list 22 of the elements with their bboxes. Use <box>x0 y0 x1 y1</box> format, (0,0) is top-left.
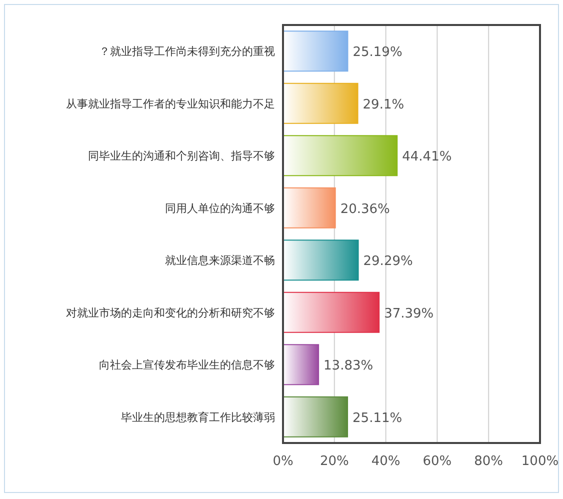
x-tick-label: 80% <box>474 454 504 469</box>
data-label: 13.83% <box>324 358 374 374</box>
x-tick-label: 0% <box>272 454 294 469</box>
x-tick-label: 40% <box>371 454 400 469</box>
data-label: 29.1% <box>362 97 404 112</box>
y-tick-label: 从事就业指导工作者的专业知识和能力不足 <box>66 97 275 110</box>
y-tick-label: 就业信息来源渠道不畅 <box>165 254 275 268</box>
data-label: 25.11% <box>352 410 402 426</box>
y-tick-label: 向社会上宣传发布毕业生的信息不够 <box>99 358 275 372</box>
x-tick-label: 60% <box>422 454 452 469</box>
data-label: 29.29% <box>363 254 413 270</box>
data-label: 20.36% <box>340 202 390 217</box>
y-tick-label: 同毕业生的沟通和个别咨询、指导不够 <box>88 150 275 163</box>
data-label: 44.41% <box>402 150 452 165</box>
x-tick-label: 100% <box>521 454 559 469</box>
y-tick-label: 毕业生的思想教育工作比较薄弱 <box>121 410 275 424</box>
y-tick-label: 同用人单位的沟通不够 <box>165 202 275 215</box>
data-label: 25.19% <box>352 45 402 60</box>
y-tick-label: ？就业指导工作尚未得到充分的重视 <box>99 45 275 58</box>
y-tick-label: 对就业市场的走向和变化的分析和研究不够 <box>66 306 275 320</box>
data-label: 37.39% <box>384 306 434 322</box>
x-tick-label: 20% <box>320 454 349 469</box>
